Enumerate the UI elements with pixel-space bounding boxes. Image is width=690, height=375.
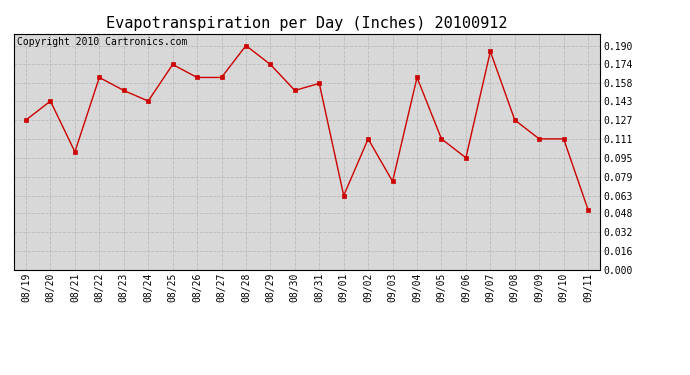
- Title: Evapotranspiration per Day (Inches) 20100912: Evapotranspiration per Day (Inches) 2010…: [106, 16, 508, 31]
- Text: Copyright 2010 Cartronics.com: Copyright 2010 Cartronics.com: [17, 37, 187, 47]
